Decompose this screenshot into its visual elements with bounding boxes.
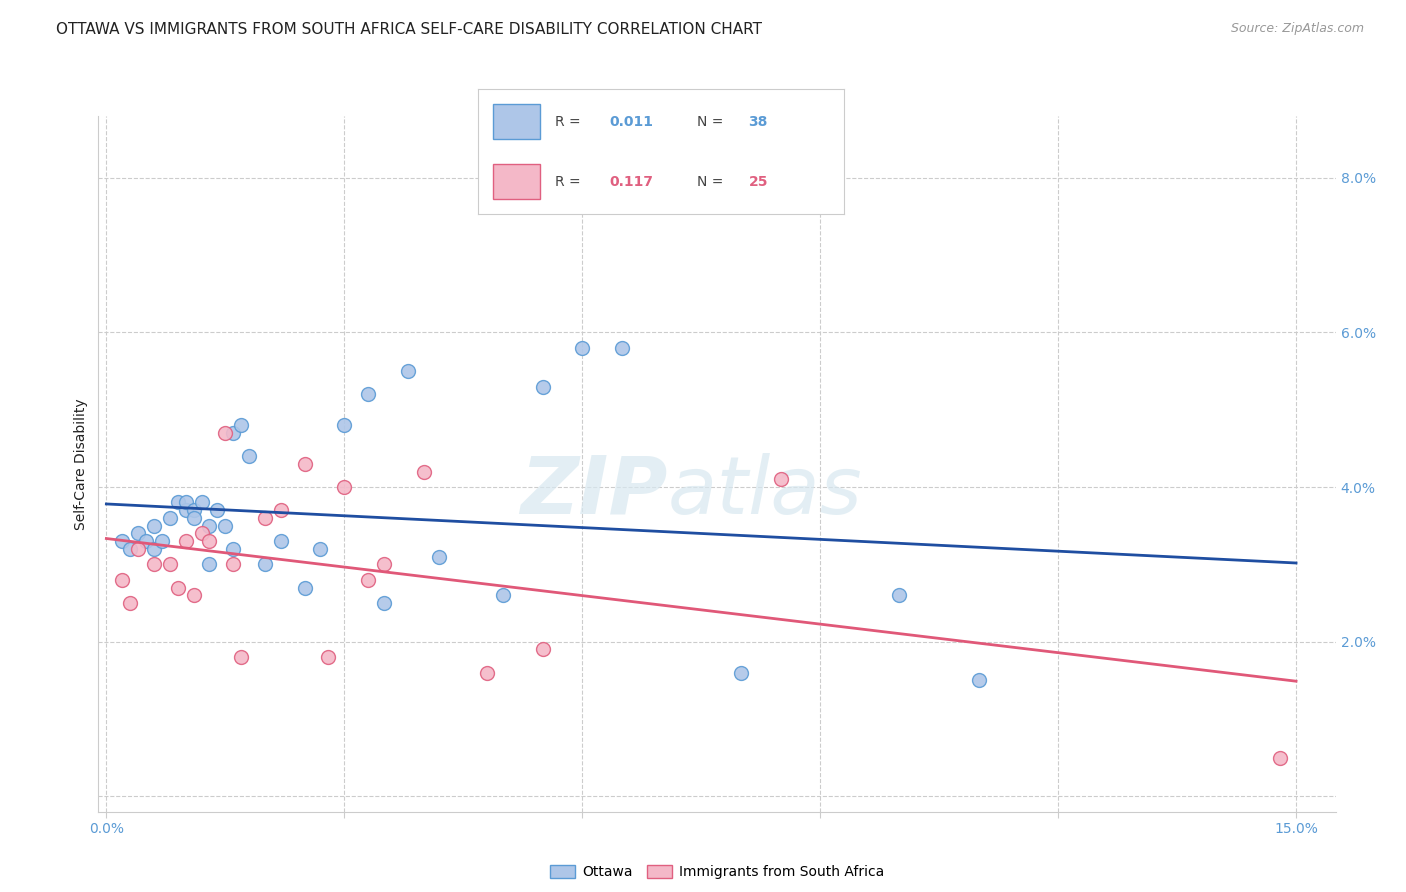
Point — [769, 472, 792, 486]
Point — [111, 534, 134, 549]
Point — [111, 573, 134, 587]
Point — [889, 588, 911, 602]
Point — [174, 534, 197, 549]
Point — [373, 558, 395, 572]
Text: ZIP: ZIP — [520, 452, 668, 531]
Point — [183, 503, 205, 517]
FancyBboxPatch shape — [492, 104, 540, 139]
Point — [159, 511, 181, 525]
Point — [190, 526, 212, 541]
Point — [222, 425, 245, 440]
Point — [222, 558, 245, 572]
Point — [214, 518, 236, 533]
Text: N =: N = — [697, 175, 728, 188]
Text: Source: ZipAtlas.com: Source: ZipAtlas.com — [1230, 22, 1364, 36]
Point — [198, 518, 221, 533]
Point — [142, 558, 165, 572]
Point — [198, 558, 221, 572]
Text: atlas: atlas — [668, 452, 862, 531]
Point — [967, 673, 990, 688]
Point — [120, 596, 142, 610]
Point — [270, 534, 292, 549]
Point — [207, 503, 229, 517]
Point — [730, 665, 752, 680]
Point — [333, 418, 356, 433]
Text: OTTAWA VS IMMIGRANTS FROM SOUTH AFRICA SELF-CARE DISABILITY CORRELATION CHART: OTTAWA VS IMMIGRANTS FROM SOUTH AFRICA S… — [56, 22, 762, 37]
Point — [253, 558, 276, 572]
Point — [253, 511, 276, 525]
Point — [531, 379, 554, 393]
Point — [357, 387, 380, 401]
Point — [531, 642, 554, 657]
Point — [214, 425, 236, 440]
Point — [231, 650, 253, 665]
Point — [166, 581, 188, 595]
Point — [183, 588, 205, 602]
Point — [412, 465, 434, 479]
Point — [357, 573, 380, 587]
Point — [127, 526, 149, 541]
Point — [174, 503, 197, 517]
Text: 38: 38 — [748, 115, 768, 128]
Point — [571, 341, 593, 355]
Point — [333, 480, 356, 494]
Point — [610, 341, 633, 355]
Y-axis label: Self-Care Disability: Self-Care Disability — [75, 398, 89, 530]
Point — [222, 541, 245, 556]
Point — [294, 581, 316, 595]
Point — [150, 534, 173, 549]
Point — [159, 558, 181, 572]
Point — [120, 541, 142, 556]
Point — [270, 503, 292, 517]
Point — [429, 549, 451, 564]
Point — [396, 364, 419, 378]
Text: R =: R = — [555, 175, 585, 188]
Text: 25: 25 — [748, 175, 768, 188]
Point — [127, 541, 149, 556]
Point — [142, 518, 165, 533]
Point — [294, 457, 316, 471]
Text: N =: N = — [697, 115, 728, 128]
Point — [1270, 750, 1292, 764]
Point — [238, 449, 260, 463]
Point — [231, 418, 253, 433]
Point — [309, 541, 332, 556]
Legend: Ottawa, Immigrants from South Africa: Ottawa, Immigrants from South Africa — [544, 860, 890, 885]
Point — [492, 588, 515, 602]
Point — [475, 665, 498, 680]
Point — [174, 495, 197, 509]
Point — [183, 511, 205, 525]
Text: R =: R = — [555, 115, 585, 128]
Point — [373, 596, 395, 610]
Point — [198, 534, 221, 549]
Text: 0.117: 0.117 — [610, 175, 654, 188]
Point — [318, 650, 340, 665]
Point — [135, 534, 157, 549]
Point — [142, 541, 165, 556]
FancyBboxPatch shape — [492, 164, 540, 199]
Point — [166, 495, 188, 509]
Text: 0.011: 0.011 — [610, 115, 654, 128]
Point — [190, 495, 212, 509]
